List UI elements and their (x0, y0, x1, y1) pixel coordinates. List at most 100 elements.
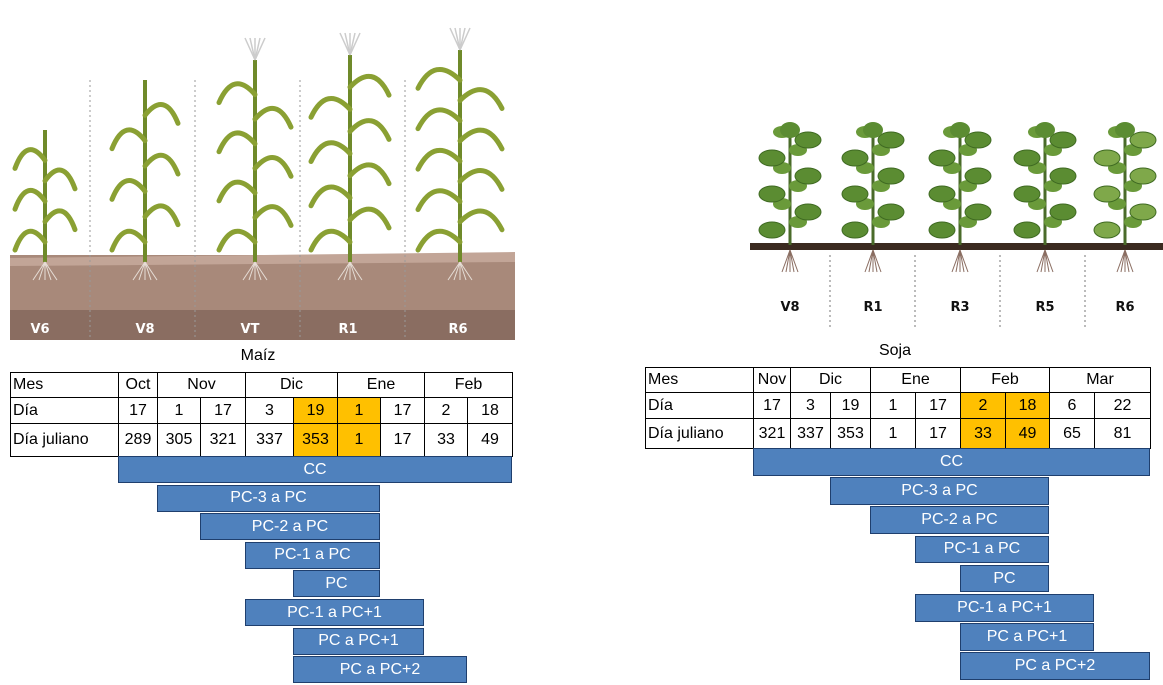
leaf (216, 179, 258, 204)
stage-label: R1 (338, 322, 357, 337)
julian-cell: 353 (293, 423, 338, 457)
root (44, 261, 52, 281)
day-cell: 19 (830, 392, 871, 419)
leaf (308, 184, 353, 209)
day-cell: 1 (337, 397, 381, 424)
leaf (758, 221, 786, 239)
leaf (1093, 149, 1121, 167)
leaf (42, 167, 78, 192)
root (959, 249, 965, 273)
root (38, 261, 46, 281)
day-cell: 17 (380, 397, 425, 424)
leaf (1049, 131, 1077, 149)
window-bar: PC (960, 564, 1049, 593)
leaf (415, 148, 463, 172)
stage-label: V6 (30, 322, 49, 337)
leaf (1049, 203, 1077, 221)
month-cell: Feb (424, 372, 513, 398)
leaf (216, 130, 258, 155)
root (951, 249, 961, 273)
stage-label: R3 (950, 300, 969, 315)
leaf (252, 204, 294, 228)
julian-cell: 33 (424, 423, 468, 457)
root (242, 261, 256, 281)
month-cell: Dic (245, 372, 338, 398)
julian-cell: 289 (118, 423, 158, 457)
day-cell: 17 (915, 392, 961, 419)
soil-surface (10, 252, 515, 266)
leaf (457, 208, 505, 233)
tassel (449, 27, 461, 51)
window-bar: PC a PC+2 (960, 652, 1150, 680)
root (872, 249, 878, 273)
leaf (308, 228, 353, 253)
root (955, 249, 961, 273)
row-label: Mes (645, 367, 754, 393)
root (1036, 249, 1046, 273)
day-cell: 17 (753, 392, 791, 419)
leaf (950, 122, 970, 138)
leaf (928, 221, 956, 239)
root (1120, 249, 1126, 273)
leaf (1049, 167, 1077, 185)
leaf (415, 67, 463, 91)
leaf (964, 167, 992, 185)
leaf (1115, 122, 1135, 138)
leaf (252, 106, 294, 130)
root (872, 249, 882, 273)
leaf (42, 208, 78, 233)
window-bar: CC (753, 448, 1150, 476)
julian-cell: 353 (830, 418, 871, 449)
window-bar: PC-3 a PC (157, 484, 380, 512)
leaf (308, 96, 353, 120)
leaf (12, 147, 48, 171)
day-cell: 1 (870, 392, 916, 419)
day-cell: 3 (245, 397, 294, 424)
julian-cell: 33 (960, 418, 1006, 449)
root (349, 261, 363, 281)
julian-cell: 17 (915, 418, 961, 449)
day-cell: 22 (1094, 392, 1151, 419)
day-cell: 19 (293, 397, 338, 424)
window-bar: PC (293, 570, 380, 598)
root (337, 261, 351, 281)
root (144, 261, 152, 281)
day-cell: 18 (467, 397, 513, 424)
stage-label: R5 (1035, 300, 1054, 315)
tassel (249, 37, 256, 61)
leaf (142, 102, 181, 126)
window-bar: PC a PC+2 (293, 656, 467, 684)
leaf (415, 188, 463, 213)
julian-cell: 305 (157, 423, 201, 457)
julian-cell: 337 (245, 423, 294, 457)
row-label: Día juliano (645, 418, 754, 449)
root (868, 249, 874, 273)
tassel (254, 37, 261, 61)
leaf (863, 122, 883, 138)
window-bar: PC a PC+1 (293, 627, 424, 655)
root (1116, 249, 1126, 273)
julian-cell: 49 (467, 423, 513, 457)
root (459, 261, 473, 281)
julian-cell: 1 (337, 423, 381, 457)
leaf (308, 140, 353, 164)
day-cell: 17 (200, 397, 246, 424)
month-cell: Ene (337, 372, 425, 398)
root (44, 261, 58, 281)
panel-title: Soja (878, 342, 912, 359)
root (1040, 249, 1046, 273)
leaf (841, 221, 869, 239)
leaf (1093, 185, 1121, 203)
day-cell: 18 (1005, 392, 1050, 419)
julian-cell: 337 (790, 418, 831, 449)
leaf (1013, 221, 1041, 239)
panel-title: Maíz (240, 347, 276, 364)
soil-line (750, 243, 1163, 250)
julian-cell: 1 (870, 418, 916, 449)
root (459, 261, 467, 281)
root (349, 261, 357, 281)
window-bar: PC-3 a PC (830, 477, 1049, 505)
day-cell: 1 (157, 397, 201, 424)
month-cell: Mar (1049, 367, 1151, 393)
